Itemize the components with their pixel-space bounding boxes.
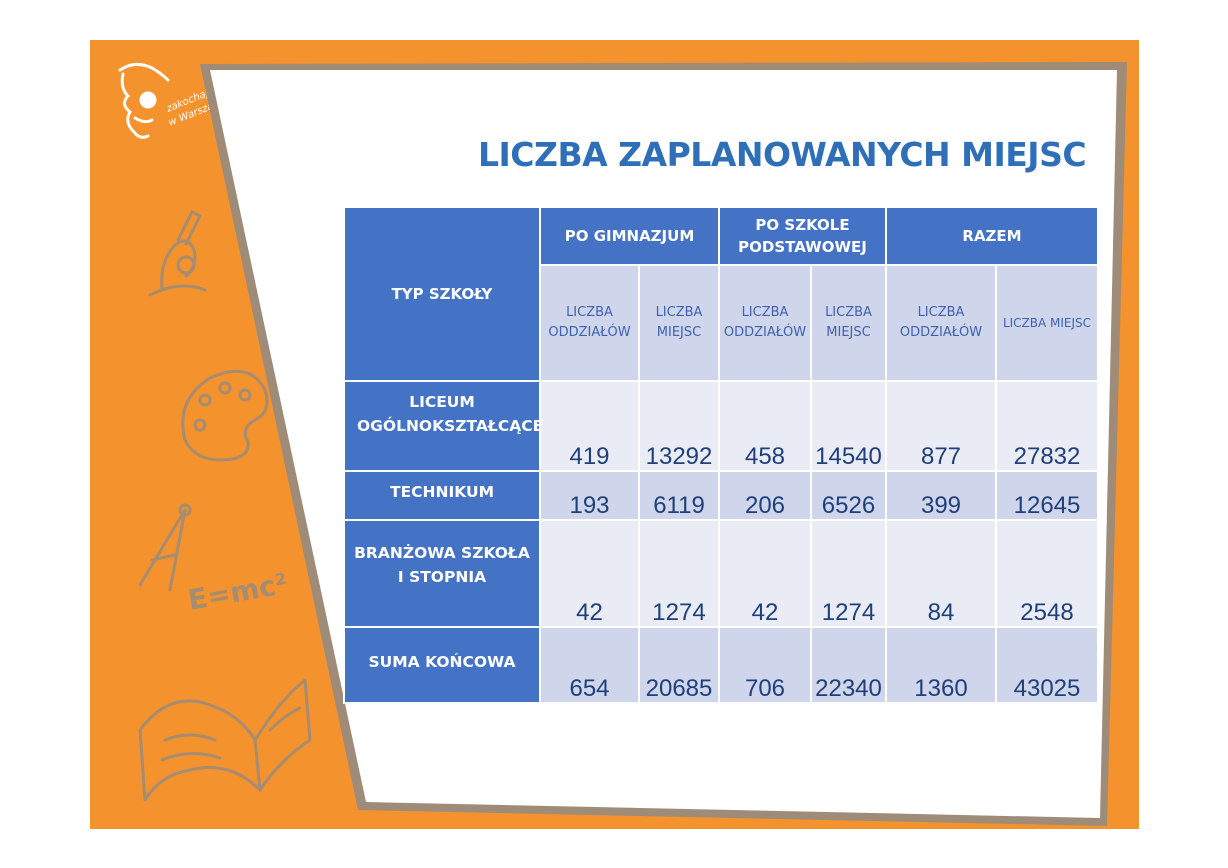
header-group-podstawowa: PO SZKOLE PODSTAWOWEJ bbox=[718, 206, 887, 266]
group-header-row: TYP SZKOŁY PO GIMNAZJUM PO SZKOLE PODSTA… bbox=[343, 206, 1099, 382]
subheader-oddzialy: LICZBA ODDZIAŁÓW bbox=[539, 264, 640, 382]
row-label: BRANŻOWA SZKOŁA I STOPNIA bbox=[343, 519, 541, 628]
subheader-oddzialy: LICZBA ODDZIAŁÓW bbox=[885, 264, 997, 382]
header-school-type: TYP SZKOŁY bbox=[343, 206, 541, 382]
cell-value: 12645 bbox=[995, 470, 1099, 521]
subheader-miejsca: LICZBA MIEJSC bbox=[638, 264, 720, 382]
cell-value: 877 bbox=[885, 380, 997, 472]
table-row: BRANŻOWA SZKOŁA I STOPNIA 42 1274 42 127… bbox=[343, 519, 1099, 628]
cell-value: 654 bbox=[539, 626, 640, 704]
cell-value: 1360 bbox=[885, 626, 997, 704]
cell-value: 6526 bbox=[810, 470, 887, 521]
cell-value: 2548 bbox=[995, 519, 1099, 628]
cell-value: 399 bbox=[885, 470, 997, 521]
cell-value: 42 bbox=[718, 519, 812, 628]
row-label: SUMA KOŃCOWA bbox=[343, 626, 541, 704]
cell-value: 13292 bbox=[638, 380, 720, 472]
cell-value: 193 bbox=[539, 470, 640, 521]
cell-value: 84 bbox=[885, 519, 997, 628]
subheader-miejsca: LICZBA MIEJSC bbox=[995, 264, 1099, 382]
cell-value: 42 bbox=[539, 519, 640, 628]
subheader-oddzialy: LICZBA ODDZIAŁÓW bbox=[718, 264, 812, 382]
cell-value: 419 bbox=[539, 380, 640, 472]
row-label: LICEUM OGÓLNOKSZTAŁCĄCE bbox=[343, 380, 543, 472]
page-title: LICZBA ZAPLANOWANYCH MIEJSC bbox=[478, 135, 1087, 174]
compass-icon bbox=[138, 503, 192, 592]
cell-value: 458 bbox=[718, 380, 812, 472]
palette-icon bbox=[181, 369, 269, 462]
cell-value: 20685 bbox=[638, 626, 720, 704]
cell-value: 1274 bbox=[638, 519, 720, 628]
cell-value: 27832 bbox=[995, 380, 1099, 472]
header-group-razem: RAZEM bbox=[885, 206, 1099, 266]
cell-value: 6119 bbox=[638, 470, 720, 521]
cell-value: 206 bbox=[718, 470, 812, 521]
book-icon bbox=[138, 678, 312, 802]
table-row: LICEUM OGÓLNOKSZTAŁCĄCE 419 13292 458 14… bbox=[343, 380, 1099, 472]
subheader-row: LICZBA ODDZIAŁÓW LICZBA MIEJSC LICZBA OD… bbox=[344, 264, 1099, 382]
cell-value: 43025 bbox=[995, 626, 1099, 704]
table-row: TECHNIKUM 193 6119 206 6526 399 12645 bbox=[343, 470, 1099, 521]
row-label: TECHNIKUM bbox=[343, 470, 541, 521]
cell-value: 1274 bbox=[810, 519, 887, 628]
header-group-gimnazjum: PO GIMNAZJUM bbox=[539, 206, 720, 266]
cell-value: 706 bbox=[718, 626, 812, 704]
cell-value: 22340 bbox=[810, 626, 887, 704]
table-row: SUMA KOŃCOWA 654 20685 706 22340 1360 43… bbox=[343, 626, 1099, 704]
places-table: TYP SZKOŁY PO GIMNAZJUM PO SZKOLE PODSTA… bbox=[343, 206, 1099, 704]
microscope-icon bbox=[148, 210, 207, 297]
cell-value: 14540 bbox=[810, 380, 887, 472]
subheader-miejsca: LICZBA MIEJSC bbox=[810, 264, 887, 382]
